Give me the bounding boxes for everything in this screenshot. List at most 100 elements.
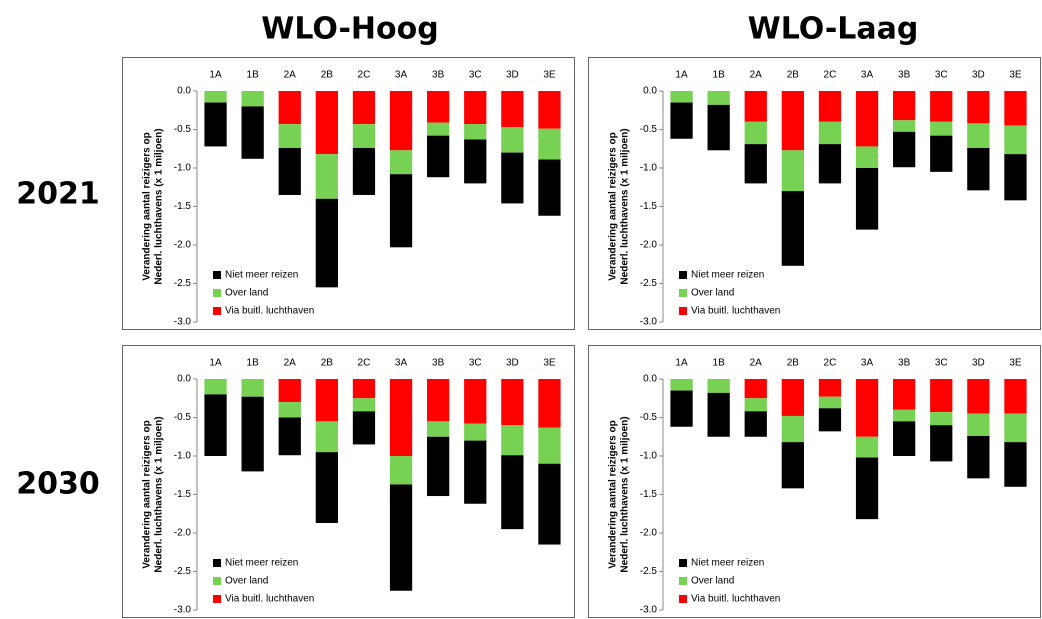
bar-segment <box>538 159 561 216</box>
x-tick-label: 3B <box>898 70 911 81</box>
x-tick-label: 1B <box>247 70 260 81</box>
bar-segment <box>744 91 767 122</box>
y-tick-label: -0.5 <box>174 412 192 423</box>
x-tick-label: 1A <box>675 358 688 369</box>
bar-segment <box>818 379 842 397</box>
bar-segment <box>930 425 953 462</box>
bar-segment <box>278 91 301 125</box>
bar-segment <box>241 379 264 397</box>
bar-segment <box>427 91 450 123</box>
y-tick-label: 0.0 <box>177 86 191 97</box>
x-tick-label: 3D <box>506 358 519 369</box>
y-tick-label: -1.0 <box>640 163 658 174</box>
bar-segment <box>744 121 767 145</box>
bar-segment <box>967 147 990 191</box>
x-tick-label: 1B <box>713 70 726 81</box>
y-axis-label: Verandering aantal reizigers op <box>608 132 619 280</box>
panel-frame <box>122 57 575 330</box>
bar-segment <box>670 91 693 103</box>
x-tick-label: 3A <box>861 358 874 369</box>
bar-segment <box>352 147 376 195</box>
x-tick-label: 2C <box>358 70 371 81</box>
bar-segment <box>427 436 450 497</box>
x-tick-label: 2B <box>321 358 334 369</box>
y-tick-label: -3.0 <box>174 317 192 328</box>
x-tick-label: 2B <box>787 70 800 81</box>
bar-segment <box>427 421 450 437</box>
bar-segment <box>1004 442 1027 487</box>
bar-segment <box>967 413 990 436</box>
legend-swatch <box>679 559 687 567</box>
bar-segment <box>855 379 879 437</box>
y-tick-label: -0.5 <box>174 124 192 135</box>
legend-label: Via buitl. luchthaven <box>691 594 780 605</box>
bar-segment <box>893 421 916 456</box>
panel-frame <box>588 345 1041 618</box>
x-tick-label: 3E <box>543 70 556 81</box>
x-tick-label: 3C <box>935 358 948 369</box>
bar-segment <box>315 91 338 155</box>
bar-segment <box>707 91 730 105</box>
bar-segment <box>278 402 301 418</box>
x-tick-label: 3A <box>395 70 408 81</box>
bar-segment <box>204 379 227 395</box>
y-tick-label: -1.5 <box>174 201 192 212</box>
y-tick-label: -2.5 <box>174 566 192 577</box>
x-tick-label: 1A <box>209 70 222 81</box>
bar-segment <box>278 379 301 403</box>
y-axis-label: Nederl. luchthavens (x 1 miljoen) <box>154 128 165 284</box>
column-title: WLO-Hoog <box>261 12 438 47</box>
bar-segment <box>1004 91 1027 126</box>
bar-segment <box>930 412 953 426</box>
x-tick-label: 1B <box>713 358 726 369</box>
bar-segment <box>389 456 413 485</box>
legend-label: Over land <box>691 288 734 299</box>
bar-segment <box>538 91 561 129</box>
x-tick-label: 2A <box>284 70 297 81</box>
y-tick-label: -2.5 <box>640 566 658 577</box>
bar-segment <box>893 379 916 410</box>
x-tick-label: 2A <box>284 358 297 369</box>
y-axis-label: Verandering aantal reizigers op <box>142 132 153 280</box>
legend-label: Over land <box>691 576 734 587</box>
bar-segment <box>315 198 338 288</box>
bar-segment <box>427 122 450 136</box>
bar-segment <box>855 457 879 520</box>
bar-segment <box>538 379 561 428</box>
bar-segment <box>1004 125 1027 155</box>
x-tick-label: 3E <box>1009 358 1022 369</box>
bar-segment <box>501 91 524 128</box>
x-tick-label: 2A <box>750 70 763 81</box>
legend-label: Niet meer reizen <box>691 270 764 281</box>
y-tick-label: 0.0 <box>177 374 191 385</box>
x-tick-label: 3B <box>432 358 445 369</box>
bar-segment <box>278 124 301 148</box>
bar-segment <box>241 106 264 159</box>
row-title: 2021 <box>16 177 100 212</box>
bar-segment <box>315 421 338 453</box>
y-axis-label: Nederl. luchthavens (x 1 miljoen) <box>620 128 631 284</box>
legend-swatch <box>679 307 687 315</box>
bar-segment <box>1004 154 1027 201</box>
x-tick-label: 2C <box>824 70 837 81</box>
bar-segment <box>204 102 227 147</box>
bar-segment <box>315 154 338 199</box>
bar-segment <box>781 191 804 266</box>
bar-segment <box>427 135 450 178</box>
bar-segment <box>464 423 487 441</box>
y-tick-label: -2.0 <box>640 528 658 539</box>
legend-label: Via buitl. luchthaven <box>225 306 314 317</box>
bar-segment <box>855 436 879 458</box>
y-tick-label: -1.5 <box>174 489 192 500</box>
bar-segment <box>781 379 804 416</box>
bar-segment <box>744 411 767 437</box>
bar-segment <box>538 427 561 464</box>
bar-segment <box>670 379 693 391</box>
bar-segment <box>855 91 879 147</box>
x-tick-label: 2C <box>358 358 371 369</box>
bar-segment <box>967 435 990 479</box>
y-tick-label: -2.0 <box>174 528 192 539</box>
y-tick-label: -1.5 <box>640 201 658 212</box>
bar-segment <box>818 91 842 122</box>
